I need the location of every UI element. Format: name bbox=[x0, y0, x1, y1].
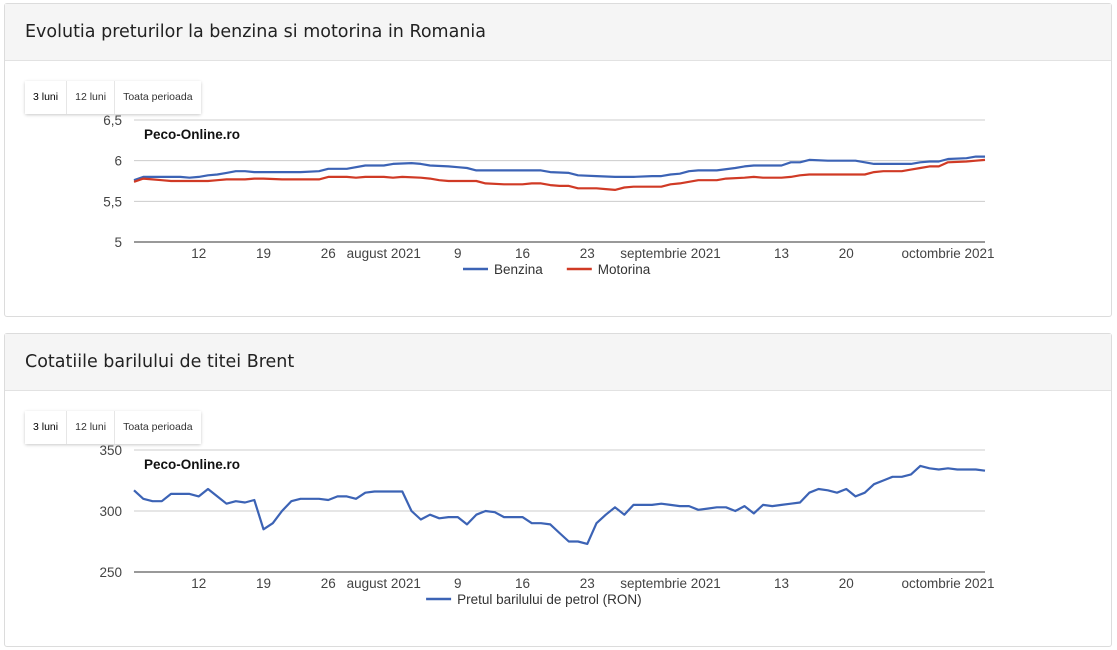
range-all-period-button[interactable]: Toata perioada bbox=[115, 81, 201, 114]
y-tick-label: 5,5 bbox=[103, 194, 122, 209]
x-tick-label: 19 bbox=[256, 576, 271, 591]
legend-label: Pretul barilului de petrol (RON) bbox=[457, 592, 642, 607]
range-3-months-button[interactable]: 3 luni bbox=[25, 81, 68, 114]
brent-price-panel: Cotatiile barilului de titei Brent 3 lun… bbox=[4, 333, 1112, 647]
fuel-price-panel: Evolutia preturilor la benzina si motori… bbox=[4, 3, 1112, 317]
panel-header: Cotatiile barilului de titei Brent bbox=[5, 334, 1111, 391]
series-line-benzina bbox=[133, 155, 985, 182]
range-3-months-button[interactable]: 3 luni bbox=[25, 411, 68, 444]
legend-item[interactable]: Motorina bbox=[566, 262, 651, 277]
range-selector: 3 luni 12 luni Toata perioada bbox=[25, 81, 201, 114]
range-12-months-button[interactable]: 12 luni bbox=[67, 411, 116, 444]
panel-title: Evolutia preturilor la benzina si motori… bbox=[25, 22, 486, 42]
x-tick-label: septembrie 2021 bbox=[620, 246, 721, 261]
x-tick-label: octombrie 2021 bbox=[901, 576, 994, 591]
x-tick-label: 23 bbox=[580, 576, 595, 591]
x-tick-label: 12 bbox=[191, 246, 206, 261]
x-tick-label: 23 bbox=[580, 246, 595, 261]
y-tick-label: 6 bbox=[114, 154, 122, 169]
brent-price-chart: 250 300 350 12 19 26 august 2021 9 16 23 septembri… bbox=[99, 443, 994, 607]
panel-title: Cotatiile barilului de titei Brent bbox=[25, 352, 295, 372]
x-tick-label: 16 bbox=[515, 576, 530, 591]
x-tick-label: 9 bbox=[454, 246, 462, 261]
watermark-label: Peco-Online.ro bbox=[144, 127, 240, 142]
x-tick-label: 16 bbox=[515, 246, 530, 261]
y-tick-label: 250 bbox=[99, 565, 122, 580]
series-line-motorina bbox=[133, 158, 986, 191]
legend-item[interactable]: Pretul barilului de petrol (RON) bbox=[426, 592, 642, 607]
x-tick-label: septembrie 2021 bbox=[620, 576, 721, 591]
x-tick-label: 19 bbox=[256, 246, 271, 261]
legend-label: Benzina bbox=[494, 262, 543, 277]
x-tick-label: 20 bbox=[839, 576, 854, 591]
x-tick-label: 12 bbox=[191, 576, 206, 591]
legend-label: Motorina bbox=[598, 262, 651, 277]
x-tick-label: 13 bbox=[774, 576, 789, 591]
y-tick-label: 6,5 bbox=[103, 113, 122, 128]
x-tick-label: 13 bbox=[774, 246, 789, 261]
x-tick-label: august 2021 bbox=[347, 576, 421, 591]
range-all-period-button[interactable]: Toata perioada bbox=[115, 411, 201, 444]
range-12-months-button[interactable]: 12 luni bbox=[67, 81, 116, 114]
x-tick-label: 9 bbox=[454, 576, 462, 591]
y-tick-label: 5 bbox=[114, 235, 122, 250]
x-tick-label: octombrie 2021 bbox=[901, 246, 994, 261]
x-tick-label: 26 bbox=[321, 246, 336, 261]
series-line-pretul bbox=[133, 464, 986, 545]
y-tick-label: 300 bbox=[99, 504, 122, 519]
y-tick-label: 350 bbox=[99, 443, 122, 458]
fuel-price-chart: 5 5,5 6 6,5 12 19 26 august 2021 9 16 23 septembrie… bbox=[103, 113, 994, 277]
x-tick-label: 20 bbox=[839, 246, 854, 261]
range-selector: 3 luni 12 luni Toata perioada bbox=[25, 411, 201, 444]
x-tick-label: august 2021 bbox=[347, 246, 421, 261]
legend-item[interactable]: Benzina bbox=[463, 262, 543, 277]
x-tick-label: 26 bbox=[321, 576, 336, 591]
panel-header: Evolutia preturilor la benzina si motori… bbox=[5, 4, 1111, 61]
watermark-label: Peco-Online.ro bbox=[144, 457, 240, 472]
